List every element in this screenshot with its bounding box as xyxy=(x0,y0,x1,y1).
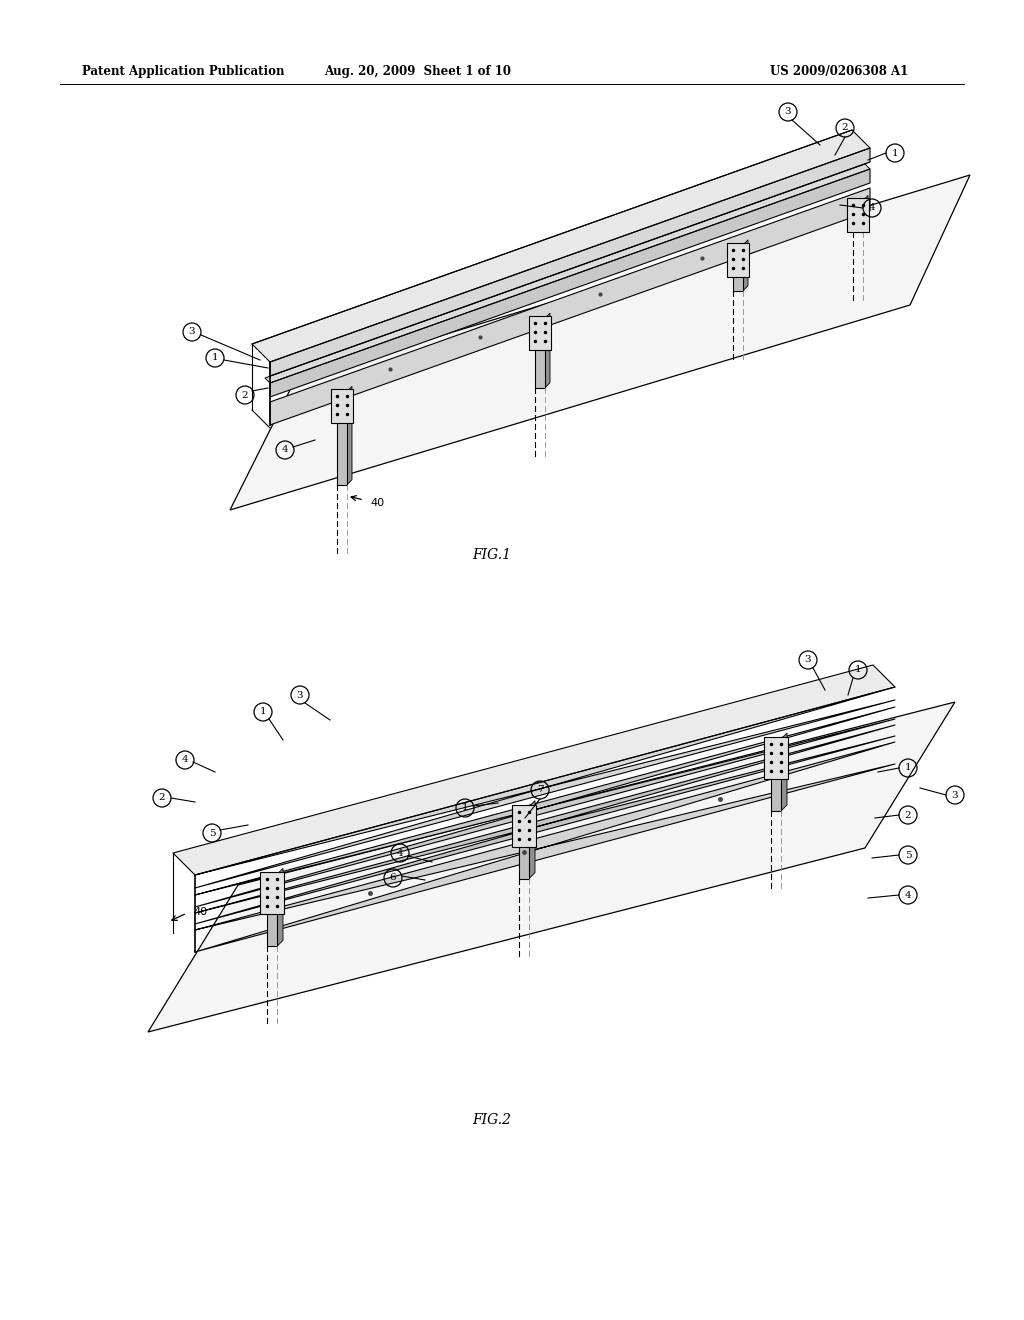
Polygon shape xyxy=(195,725,895,924)
Text: Aug. 20, 2009  Sheet 1 of 10: Aug. 20, 2009 Sheet 1 of 10 xyxy=(325,66,512,78)
Polygon shape xyxy=(331,389,353,424)
Polygon shape xyxy=(173,665,895,875)
Polygon shape xyxy=(260,873,284,915)
Text: 5: 5 xyxy=(209,829,215,837)
Polygon shape xyxy=(743,240,748,290)
Polygon shape xyxy=(148,702,955,1032)
Text: 40: 40 xyxy=(193,907,207,917)
Text: 2: 2 xyxy=(159,793,165,803)
Polygon shape xyxy=(535,318,545,388)
Polygon shape xyxy=(195,742,895,952)
Polygon shape xyxy=(863,195,868,232)
Polygon shape xyxy=(270,187,870,425)
Text: FIG.2: FIG.2 xyxy=(472,1113,512,1127)
Text: 2: 2 xyxy=(904,810,911,820)
Polygon shape xyxy=(764,737,788,779)
Polygon shape xyxy=(195,708,895,907)
Text: 1: 1 xyxy=(260,708,266,717)
Polygon shape xyxy=(727,243,749,277)
Polygon shape xyxy=(278,869,283,946)
Polygon shape xyxy=(267,874,278,946)
Text: 1: 1 xyxy=(462,804,468,813)
Polygon shape xyxy=(347,387,352,484)
Polygon shape xyxy=(270,148,870,376)
Text: 1: 1 xyxy=(855,665,861,675)
Text: 1: 1 xyxy=(212,354,218,363)
Text: 3: 3 xyxy=(805,656,811,664)
Text: 4: 4 xyxy=(396,849,403,858)
Polygon shape xyxy=(270,169,870,397)
Text: Patent Application Publication: Patent Application Publication xyxy=(82,66,285,78)
Text: 5: 5 xyxy=(904,850,911,859)
Polygon shape xyxy=(195,686,895,888)
Polygon shape xyxy=(529,801,535,879)
Text: FIG.1: FIG.1 xyxy=(472,548,512,562)
Text: 1: 1 xyxy=(904,763,911,772)
Polygon shape xyxy=(337,391,347,484)
Polygon shape xyxy=(847,198,869,232)
Polygon shape xyxy=(853,201,863,232)
Polygon shape xyxy=(252,129,870,362)
Text: 4: 4 xyxy=(181,755,188,764)
Text: 40: 40 xyxy=(370,498,384,508)
Text: 4: 4 xyxy=(282,446,289,454)
Text: 2: 2 xyxy=(242,391,248,400)
Polygon shape xyxy=(771,739,781,810)
Text: 4: 4 xyxy=(904,891,911,899)
Polygon shape xyxy=(733,244,743,290)
Polygon shape xyxy=(230,176,970,510)
Text: 3: 3 xyxy=(297,690,303,700)
Text: 3: 3 xyxy=(188,327,196,337)
Text: 1: 1 xyxy=(892,149,898,157)
Polygon shape xyxy=(545,313,550,388)
Text: US 2009/0206308 A1: US 2009/0206308 A1 xyxy=(770,66,908,78)
Polygon shape xyxy=(265,164,870,383)
Text: 2: 2 xyxy=(842,124,848,132)
Text: 3: 3 xyxy=(951,791,958,800)
Text: 6: 6 xyxy=(390,874,396,883)
Polygon shape xyxy=(512,805,536,846)
Text: 3: 3 xyxy=(784,107,792,116)
Polygon shape xyxy=(519,807,529,879)
Polygon shape xyxy=(529,315,551,350)
Polygon shape xyxy=(781,733,787,810)
Text: 7: 7 xyxy=(537,785,544,795)
Text: 4: 4 xyxy=(868,203,876,213)
